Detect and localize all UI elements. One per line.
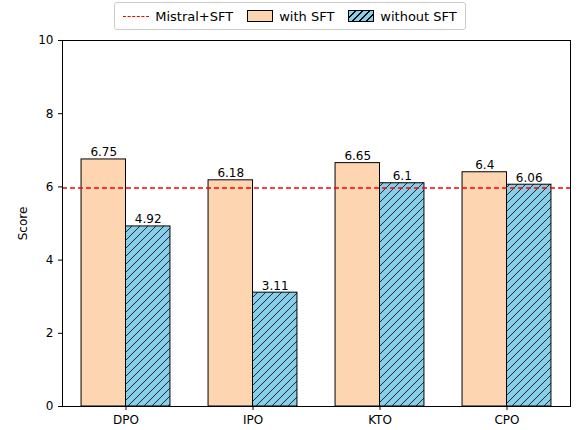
html-text:with SFT: with SFT [279,8,335,24]
svg-text:0: 0 [46,399,54,413]
svg-text:CPO: CPO [494,413,519,427]
svg-text:6.06: 6.06 [516,171,543,185]
svg-text:2: 2 [46,326,54,340]
svg-text:3.11: 3.11 [262,279,289,293]
svg-text:Score: Score [16,207,30,241]
svg-text:6.65: 6.65 [344,149,371,163]
svg-text:KTO: KTO [368,413,392,427]
html-text:Mistral+SFT: Mistral+SFT [155,8,234,24]
svg-text:8: 8 [46,107,54,121]
svg-text:4.92: 4.92 [135,212,162,226]
svg-text:IPO: IPO [243,413,263,427]
svg-text:4: 4 [46,253,54,267]
svg-text:10: 10 [38,33,53,47]
svg-text:6.75: 6.75 [90,145,117,159]
svg-text:6.18: 6.18 [217,166,244,180]
svg-text:6: 6 [46,180,54,194]
svg-text:6.1: 6.1 [393,169,412,183]
svg-text:DPO: DPO [113,413,139,427]
html-text:without SFT: without SFT [380,8,457,24]
svg-text:6.4: 6.4 [475,158,494,172]
